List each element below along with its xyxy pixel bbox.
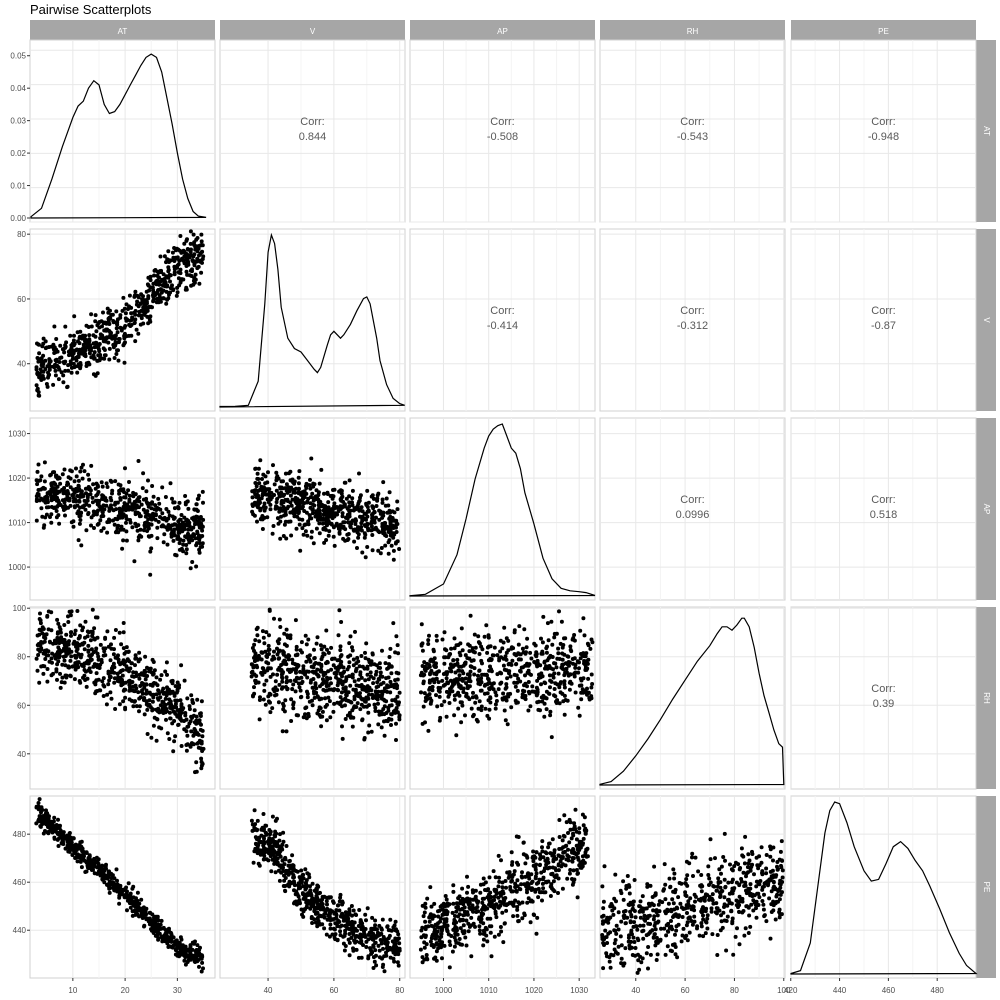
panel-AP-AT: [30, 418, 215, 600]
corr-label: Corr:: [300, 116, 324, 128]
y-tick-label: 100: [13, 604, 27, 613]
x-tick-label: 460: [882, 986, 896, 995]
y-tick-label: 440: [13, 926, 27, 935]
panel-AT-V: Corr: 0.844: [220, 40, 405, 222]
panel-AT-RH: Corr: -0.543: [600, 40, 785, 222]
strip-row-label-RH: RH: [982, 692, 991, 704]
corr-value: -0.948: [868, 131, 899, 143]
panel-V-V: [220, 229, 405, 411]
corr-label: Corr:: [680, 116, 704, 128]
corr-label: Corr:: [490, 305, 514, 317]
y-tick-label: 1020: [8, 474, 26, 483]
strip-row-label-V: V: [982, 317, 991, 323]
x-tick-label: 80: [730, 986, 739, 995]
corr-value: 0.0996: [676, 509, 710, 521]
x-tick-label: 40: [631, 986, 640, 995]
corr-label: Corr:: [871, 116, 895, 128]
panel-PE-AP: [410, 796, 595, 978]
panel-RH-PE: Corr: 0.39: [791, 607, 976, 789]
x-tick-label: 40: [264, 986, 273, 995]
strip-col-label-PE: PE: [878, 27, 889, 36]
panel-AP-RH: Corr: 0.0996: [600, 418, 785, 600]
x-tick-label: 1030: [570, 986, 588, 995]
panel-frame: [600, 607, 785, 789]
panel-frame: [220, 229, 405, 411]
panel-frame: [791, 796, 976, 978]
x-tick-label: 1010: [480, 986, 498, 995]
y-tick-label: 0.00: [10, 214, 26, 223]
panel-frame: [410, 418, 595, 600]
y-tick-label: 60: [17, 701, 26, 710]
panel-RH-V: [220, 607, 405, 789]
panel-V-RH: Corr: -0.312: [600, 229, 785, 411]
strip-col-label-V: V: [310, 27, 316, 36]
corr-label: Corr:: [680, 305, 704, 317]
panel-V-AP: Corr: -0.414: [410, 229, 595, 411]
corr-value: -0.87: [871, 320, 896, 332]
panel-AP-PE: Corr: 0.518: [791, 418, 976, 600]
strip-col-label-AP: AP: [497, 27, 508, 36]
strip-row-label-AP: AP: [982, 504, 991, 515]
y-tick-label: 80: [17, 230, 26, 239]
panel-PE-PE: [791, 796, 976, 978]
panel-PE-AT: [30, 796, 215, 978]
strip-col-label-RH: RH: [687, 27, 699, 36]
corr-label: Corr:: [871, 494, 895, 506]
corr-label: Corr:: [680, 494, 704, 506]
corr-label: Corr:: [871, 305, 895, 317]
y-tick-label: 80: [17, 653, 26, 662]
corr-value: -0.414: [487, 320, 518, 332]
y-tick-label: 40: [17, 360, 26, 369]
strip-col-label-AT: AT: [118, 27, 128, 36]
panel-PE-RH: [600, 796, 785, 978]
y-tick-label: 1000: [8, 563, 26, 572]
y-tick-label: 60: [17, 295, 26, 304]
x-tick-label: 480: [931, 986, 945, 995]
y-tick-label: 0.01: [10, 182, 26, 191]
corr-label: Corr:: [871, 683, 895, 695]
corr-value: 0.39: [873, 698, 894, 710]
corr-value: -0.312: [677, 320, 708, 332]
panel-PE-V: [220, 796, 405, 978]
y-tick-label: 1030: [8, 430, 26, 439]
y-tick-label: 0.03: [10, 117, 26, 126]
y-tick-label: 1010: [8, 519, 26, 528]
strip-row-label-AT: AT: [982, 126, 991, 136]
x-tick-label: 60: [329, 986, 338, 995]
panel-AP-AP: [410, 418, 595, 600]
panel-AT-AT: [30, 40, 215, 222]
panel-V-AT: [30, 229, 215, 411]
x-tick-label: 440: [833, 986, 847, 995]
x-tick-label: 60: [681, 986, 690, 995]
panel-V-PE: Corr: -0.87: [791, 229, 976, 411]
panel-AT-PE: Corr: -0.948: [791, 40, 976, 222]
corr-value: 0.844: [299, 131, 327, 143]
corr-label: Corr:: [490, 116, 514, 128]
x-tick-label: 1000: [435, 986, 453, 995]
panel-AT-AP: Corr: -0.508: [410, 40, 595, 222]
x-tick-label: 1020: [525, 986, 543, 995]
corr-value: 0.518: [870, 509, 898, 521]
y-tick-label: 0.04: [10, 84, 26, 93]
corr-value: -0.508: [487, 131, 518, 143]
y-tick-label: 0.02: [10, 149, 26, 158]
x-tick-label: 30: [173, 986, 182, 995]
corr-value: -0.543: [677, 131, 708, 143]
panel-RH-AT: [30, 607, 215, 789]
x-tick-label: 80: [395, 986, 404, 995]
y-tick-label: 0.05: [10, 52, 26, 61]
y-tick-label: 480: [13, 830, 27, 839]
x-tick-label: 20: [121, 986, 130, 995]
strip-row-label-PE: PE: [982, 882, 991, 893]
panel-RH-AP: [410, 607, 595, 789]
x-tick-label: 420: [784, 986, 798, 995]
y-tick-label: 40: [17, 750, 26, 759]
panel-RH-RH: [600, 607, 785, 789]
x-tick-label: 10: [68, 986, 77, 995]
panel-frame: [220, 796, 405, 978]
y-tick-label: 460: [13, 878, 27, 887]
panel-AP-V: [220, 418, 405, 600]
